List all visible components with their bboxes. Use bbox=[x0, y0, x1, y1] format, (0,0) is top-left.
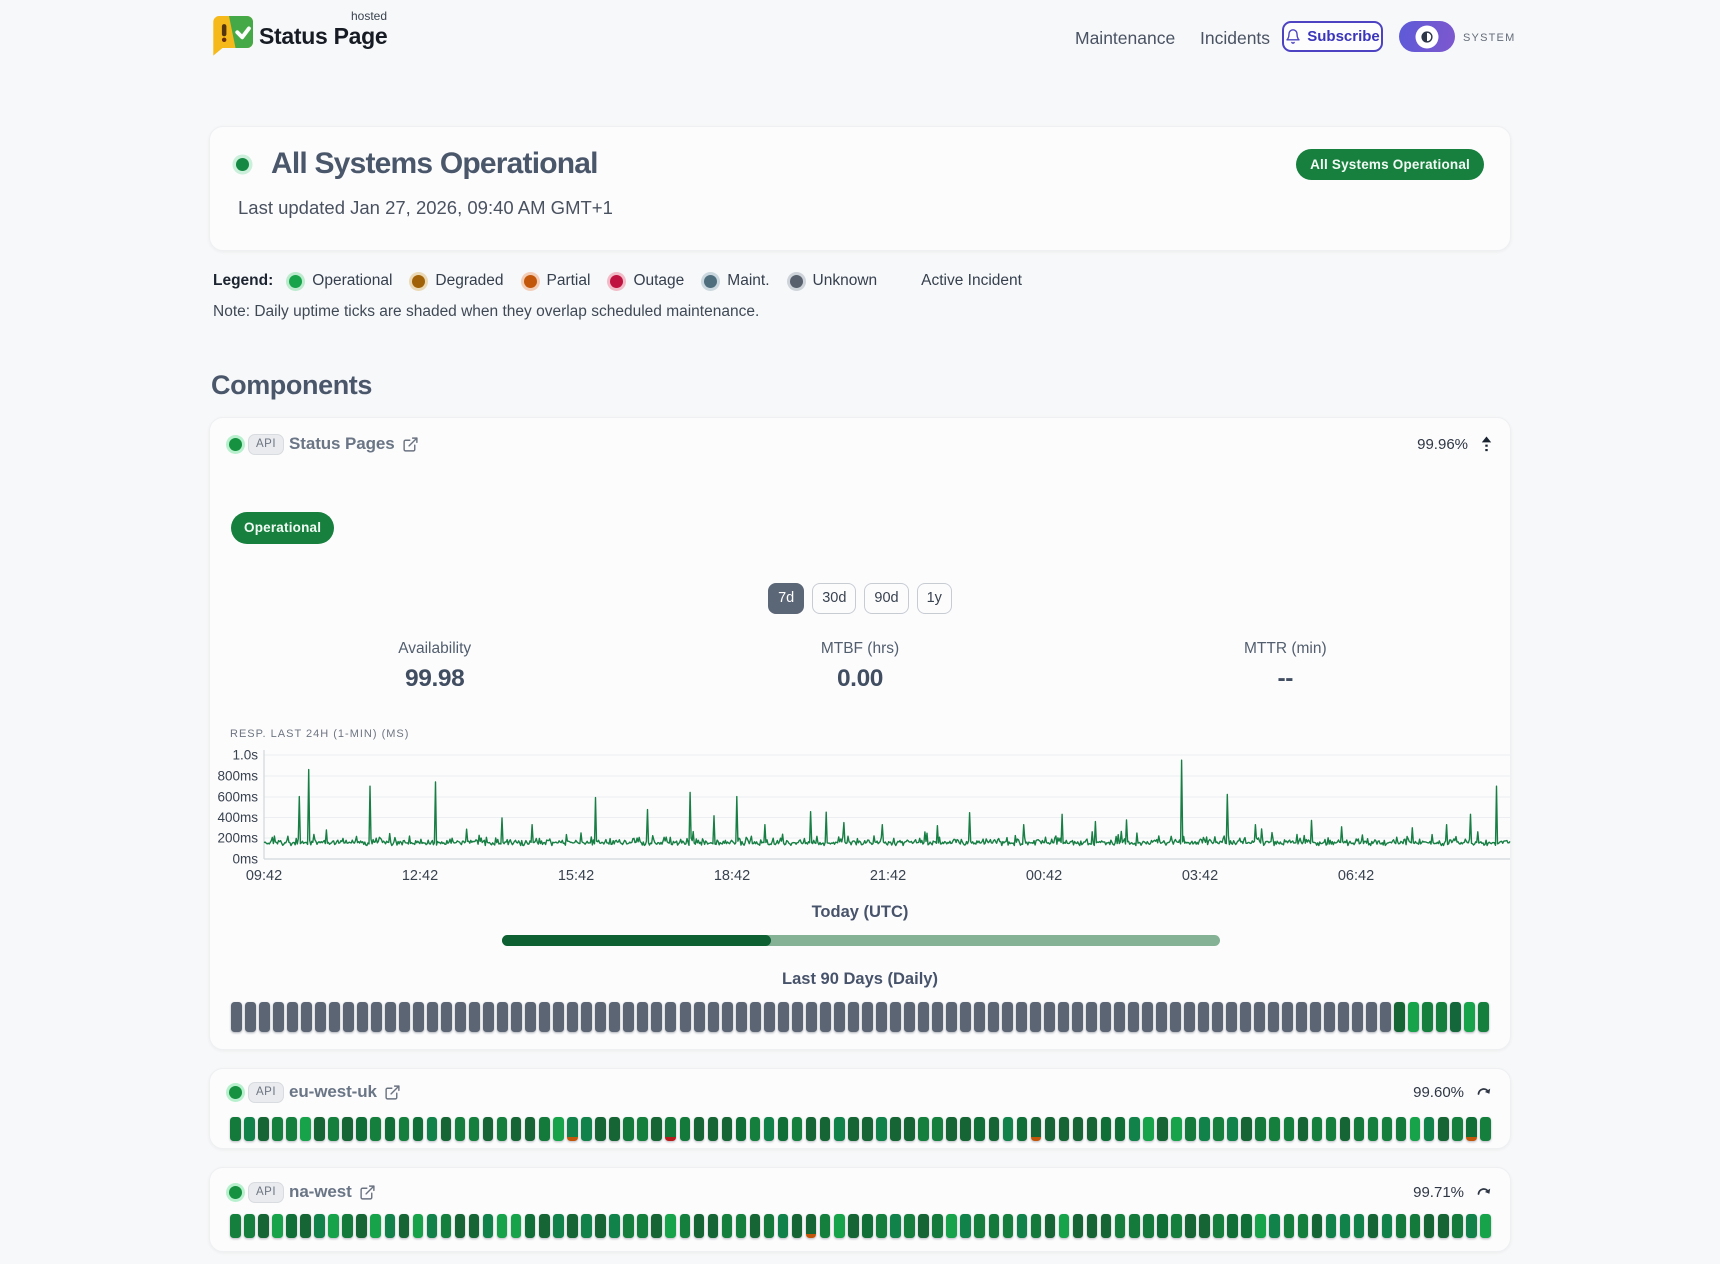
svg-text:800ms: 800ms bbox=[217, 769, 258, 784]
svg-text:03:42: 03:42 bbox=[1182, 868, 1218, 884]
svg-text:06:42: 06:42 bbox=[1338, 868, 1374, 884]
svg-text:600ms: 600ms bbox=[217, 790, 258, 805]
svg-text:1.0s: 1.0s bbox=[232, 748, 258, 763]
svg-text:09:42: 09:42 bbox=[246, 868, 282, 884]
svg-text:400ms: 400ms bbox=[217, 810, 258, 825]
svg-text:18:42: 18:42 bbox=[714, 868, 750, 884]
svg-text:15:42: 15:42 bbox=[558, 868, 594, 884]
svg-text:0ms: 0ms bbox=[232, 852, 258, 867]
svg-text:12:42: 12:42 bbox=[402, 868, 438, 884]
svg-text:00:42: 00:42 bbox=[1026, 868, 1062, 884]
svg-text:21:42: 21:42 bbox=[870, 868, 906, 884]
svg-text:200ms: 200ms bbox=[217, 831, 258, 846]
